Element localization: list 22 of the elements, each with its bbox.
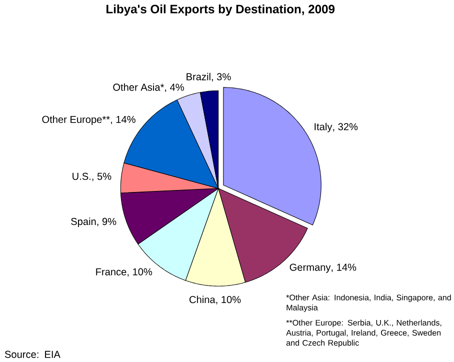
data-label: , 9% [97, 218, 116, 226]
data-label: , 5% [92, 172, 112, 181]
text: **Other Europe: Serbia, U.K., Netherlands, Austria, Portugal, Ireland, Greece, Sweden and Czech Republic [286, 319, 442, 348]
slice-label: Spain [71, 217, 96, 227]
data-label: , 10% [128, 268, 152, 276]
chart-title: Libya's Oil Exports by Destination, 2009 [106, 4, 335, 16]
source-note: Source: EIA [4, 350, 60, 358]
slice-label: Germany [290, 263, 331, 273]
slice-label: China [190, 296, 216, 303]
data-label: , 10% [216, 296, 241, 304]
slice-label: Other Asia* [113, 83, 164, 91]
data-label: , 3% [212, 72, 231, 82]
data-label: , 14% [110, 116, 136, 124]
data-label: , 32% [333, 122, 358, 132]
data-label: , 14% [332, 264, 356, 272]
data-label: , 4% [165, 84, 184, 92]
slice-label: France [96, 268, 126, 276]
slice-label: U.S. [72, 172, 90, 180]
text: *Other Asia: Indonesia, India, Singapore, and Malaysia [286, 294, 451, 312]
slice-label: Italy [314, 122, 332, 132]
slice-label: Brazil [186, 72, 210, 80]
slice-label: Other Europe** [42, 115, 110, 125]
